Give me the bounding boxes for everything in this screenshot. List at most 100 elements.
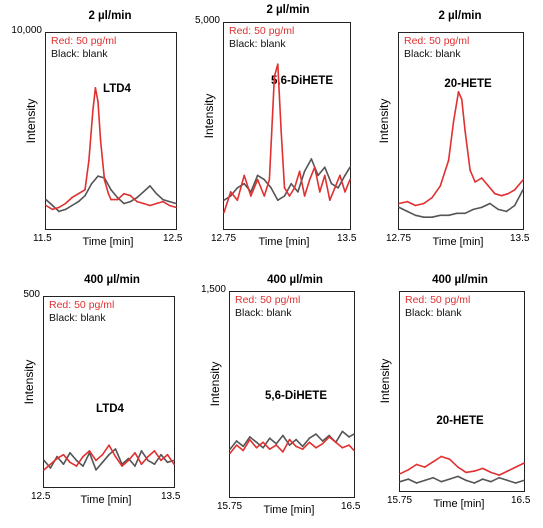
line-segment bbox=[481, 478, 492, 483]
line-segment bbox=[288, 438, 297, 448]
line-segment bbox=[348, 433, 355, 438]
chart-title: 2 µl/min bbox=[88, 10, 132, 22]
blank-series-line bbox=[398, 189, 524, 218]
line-segment bbox=[155, 192, 164, 201]
y-axis-max-label: 5,000 bbox=[194, 15, 220, 26]
line-segment bbox=[147, 450, 156, 458]
line-segment bbox=[255, 441, 264, 449]
line-segment bbox=[308, 441, 317, 449]
line-segment bbox=[275, 444, 284, 453]
x-tick-label: 12.5 bbox=[31, 491, 51, 502]
line-segment bbox=[276, 195, 286, 201]
legend-black-entry: Black: blank bbox=[49, 312, 106, 324]
y-axis-label: Intensity bbox=[202, 93, 216, 138]
line-segment bbox=[276, 63, 282, 131]
line-segment bbox=[114, 455, 123, 467]
line-segment bbox=[335, 441, 344, 449]
x-tick-label: 16.5 bbox=[511, 495, 531, 506]
x-tick-label: 11.5 bbox=[33, 233, 52, 244]
line-segment bbox=[49, 457, 58, 465]
x-tick-label: 12.75 bbox=[211, 233, 237, 244]
sample-series-line bbox=[45, 87, 177, 211]
line-segment bbox=[84, 159, 90, 191]
line-segment bbox=[432, 476, 443, 483]
line-segment bbox=[248, 438, 258, 449]
line-segment bbox=[250, 174, 259, 193]
legend-red-entry: Red: 50 pg/ml bbox=[405, 294, 471, 306]
line-segment bbox=[324, 166, 333, 185]
line-segment bbox=[414, 214, 425, 218]
line-segment bbox=[473, 467, 484, 472]
line-segment bbox=[280, 129, 286, 189]
line-segment bbox=[487, 185, 496, 195]
line-segment bbox=[317, 166, 326, 177]
line-segment bbox=[236, 174, 246, 201]
line-segment bbox=[58, 208, 67, 213]
legend-red-entry: Red: 50 pg/ml bbox=[51, 35, 117, 47]
line-segment bbox=[431, 214, 442, 218]
line-segment bbox=[498, 470, 509, 476]
line-segment bbox=[303, 158, 313, 173]
chart-title: 400 µl/min bbox=[267, 274, 323, 286]
line-segment bbox=[97, 100, 102, 142]
line-segment bbox=[398, 200, 409, 205]
line-segment bbox=[447, 120, 455, 162]
line-segment bbox=[101, 444, 110, 456]
line-segment bbox=[440, 478, 451, 483]
line-segment bbox=[97, 175, 106, 179]
y-axis-label: Intensity bbox=[22, 360, 36, 405]
line-segment bbox=[481, 467, 492, 474]
line-segment bbox=[301, 441, 311, 450]
line-segment bbox=[84, 183, 93, 197]
line-segment bbox=[127, 452, 136, 462]
plot-area bbox=[398, 90, 524, 218]
line-segment bbox=[114, 448, 123, 465]
line-segment bbox=[506, 479, 517, 484]
line-segment bbox=[103, 179, 110, 195]
line-segment bbox=[480, 202, 491, 209]
line-segment bbox=[121, 457, 130, 465]
line-segment bbox=[398, 206, 409, 213]
line-segment bbox=[348, 444, 355, 452]
line-segment bbox=[282, 438, 291, 453]
line-segment bbox=[142, 202, 151, 207]
line-segment bbox=[464, 130, 471, 171]
line-segment bbox=[88, 110, 94, 162]
line-segment bbox=[268, 444, 278, 450]
line-segment bbox=[440, 455, 451, 460]
line-segment bbox=[88, 452, 97, 471]
line-segment bbox=[229, 440, 238, 450]
line-segment bbox=[250, 178, 259, 197]
line-segment bbox=[166, 453, 175, 465]
line-segment bbox=[447, 212, 458, 217]
legend-red-entry: Red: 50 pg/ml bbox=[235, 294, 301, 306]
line-segment bbox=[62, 453, 71, 464]
line-segment bbox=[136, 191, 145, 199]
line-segment bbox=[514, 462, 525, 468]
line-segment bbox=[248, 436, 258, 444]
compound-label: 20-HETE bbox=[436, 415, 484, 427]
line-segment bbox=[464, 208, 475, 215]
line-segment bbox=[123, 192, 132, 197]
line-segment bbox=[223, 191, 232, 214]
line-segment bbox=[64, 204, 73, 211]
line-segment bbox=[457, 475, 467, 482]
line-segment bbox=[452, 90, 460, 122]
line-segment bbox=[140, 450, 149, 462]
line-segment bbox=[500, 192, 509, 197]
line-segment bbox=[313, 166, 321, 193]
line-segment bbox=[75, 455, 84, 467]
compound-label: 20-HETE bbox=[444, 78, 492, 90]
line-segment bbox=[108, 444, 117, 458]
line-segment bbox=[465, 470, 476, 474]
plot-area bbox=[223, 63, 351, 214]
x-axis-label: Time [min] bbox=[258, 236, 310, 248]
blank-series-line bbox=[229, 430, 355, 450]
line-segment bbox=[123, 200, 132, 205]
line-segment bbox=[77, 194, 86, 203]
x-tick-label: 12.75 bbox=[386, 233, 412, 244]
line-segment bbox=[321, 436, 330, 445]
x-axis-label: Time [min] bbox=[263, 504, 315, 516]
legend-red-entry: Red: 50 pg/ml bbox=[404, 35, 470, 47]
line-segment bbox=[295, 445, 304, 450]
